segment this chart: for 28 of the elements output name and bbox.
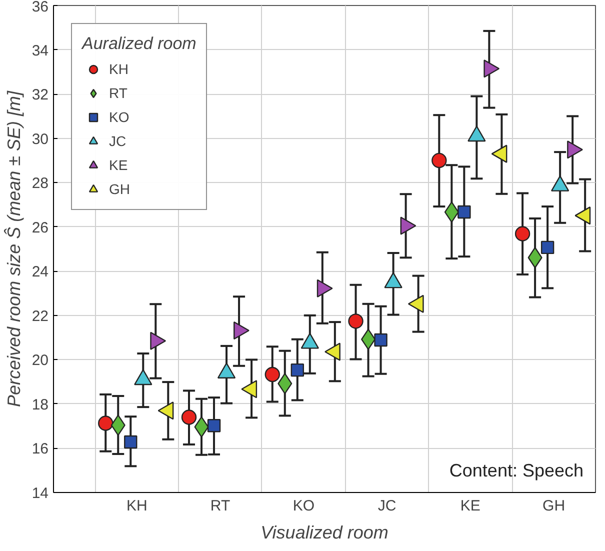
x-tick-label: RT [210,498,230,514]
x-tick-label: KO [292,498,315,514]
y-tick-label: 20 [32,352,49,370]
legend-label: JC [109,133,128,149]
y-tick-label: 34 [32,42,49,60]
y-tick-label: 16 [32,440,49,458]
annotation: Content: Speech [449,460,584,480]
legend-label: KH [109,61,129,77]
y-tick-label: 30 [32,130,49,148]
y-tick-label: 32 [32,86,49,104]
x-tick-label: KH [126,498,148,514]
x-tick-label: KE [460,498,480,514]
y-axis-title: Perceived room size Ŝ (mean ± SE) [m] [4,90,24,407]
legend-label: RT [109,85,128,101]
y-tick-label: 28 [32,175,49,192]
y-tick-label: 18 [32,396,49,414]
x-tick-label: JC [378,498,396,514]
legend-label: KO [109,109,130,125]
y-tick-label: 24 [32,264,49,281]
y-tick-label: 26 [32,219,49,236]
x-tick-label: GH [542,498,566,514]
y-tick-label: 14 [32,485,49,502]
x-axis-title: Visualized room [260,522,388,542]
y-tick-label: 36 [32,0,49,16]
legend-label: GH [109,181,130,197]
y-tick-label: 22 [32,308,49,325]
legend-title: Auralized room [82,34,196,54]
legend-label: KE [109,157,129,173]
